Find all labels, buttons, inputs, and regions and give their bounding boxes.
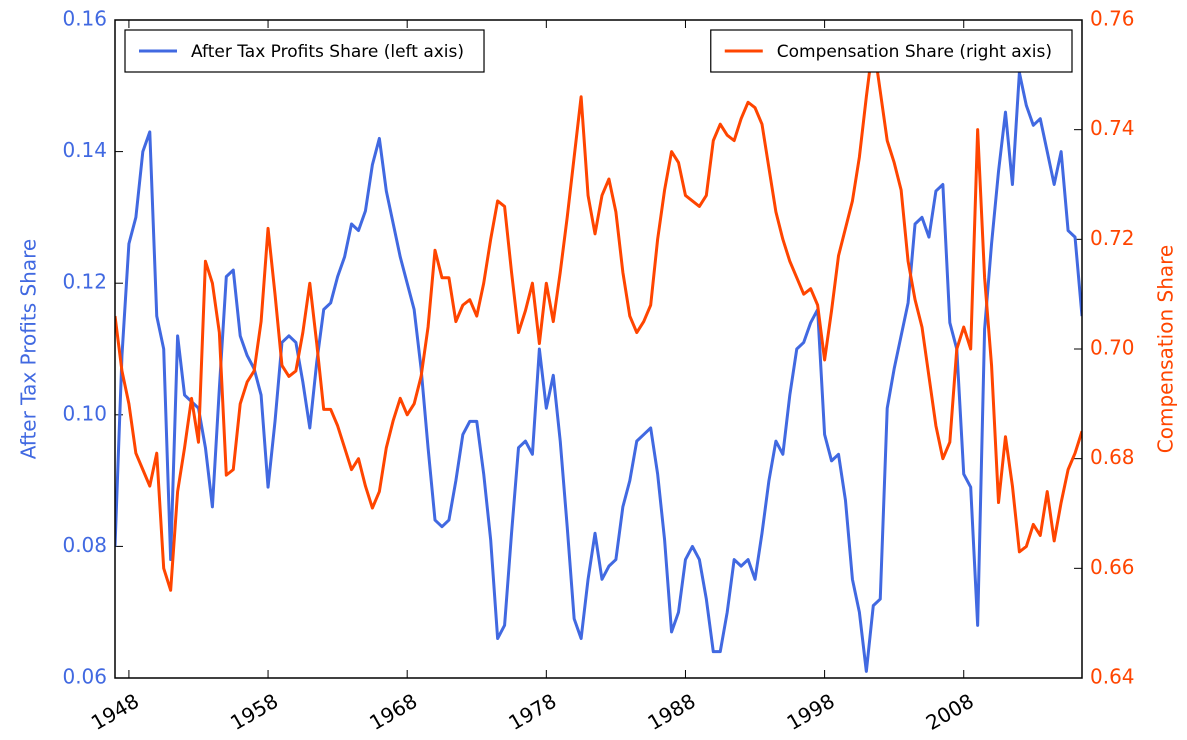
x-tick-label: 1978 bbox=[504, 689, 560, 735]
legend-box bbox=[710, 29, 1073, 73]
x-tick-label: 2008 bbox=[922, 689, 978, 735]
y-tick-label: 0.10 bbox=[62, 401, 107, 425]
x-tick-label: 1948 bbox=[87, 689, 143, 735]
series-line bbox=[115, 40, 1082, 592]
x-tick-label: 1958 bbox=[226, 689, 282, 735]
x-tick-label: 1988 bbox=[643, 689, 699, 735]
x-tick-label: 1998 bbox=[783, 689, 839, 735]
y2-tick-label: 0.76 bbox=[1090, 7, 1135, 31]
x-tick-label: 1968 bbox=[365, 689, 421, 735]
y2-axis-label: Compensation Share bbox=[1154, 245, 1178, 453]
y-tick-label: 0.16 bbox=[62, 7, 107, 31]
series-line bbox=[115, 71, 1082, 673]
y2-tick-label: 0.64 bbox=[1090, 665, 1135, 689]
legend: After Tax Profits Share (left axis) bbox=[124, 29, 485, 73]
y-axis-label: After Tax Profits Share bbox=[17, 239, 41, 459]
legend-label: After Tax Profits Share (left axis) bbox=[191, 42, 464, 62]
y2-tick-label: 0.72 bbox=[1090, 226, 1135, 250]
y2-tick-label: 0.74 bbox=[1090, 116, 1135, 140]
plot-frame bbox=[114, 19, 1083, 679]
legend-label: Compensation Share (right axis) bbox=[777, 42, 1052, 62]
legend-box bbox=[124, 29, 485, 73]
y2-tick-label: 0.66 bbox=[1090, 555, 1135, 579]
y-tick-label: 0.08 bbox=[62, 533, 107, 557]
y2-tick-label: 0.68 bbox=[1090, 445, 1135, 469]
plot-area bbox=[115, 20, 1082, 678]
y-tick-label: 0.06 bbox=[62, 665, 107, 689]
y-tick-label: 0.12 bbox=[62, 270, 107, 294]
legend: Compensation Share (right axis) bbox=[710, 29, 1073, 73]
y-tick-label: 0.14 bbox=[62, 138, 107, 162]
plot-lines bbox=[115, 40, 1082, 673]
y2-tick-label: 0.70 bbox=[1090, 336, 1135, 360]
